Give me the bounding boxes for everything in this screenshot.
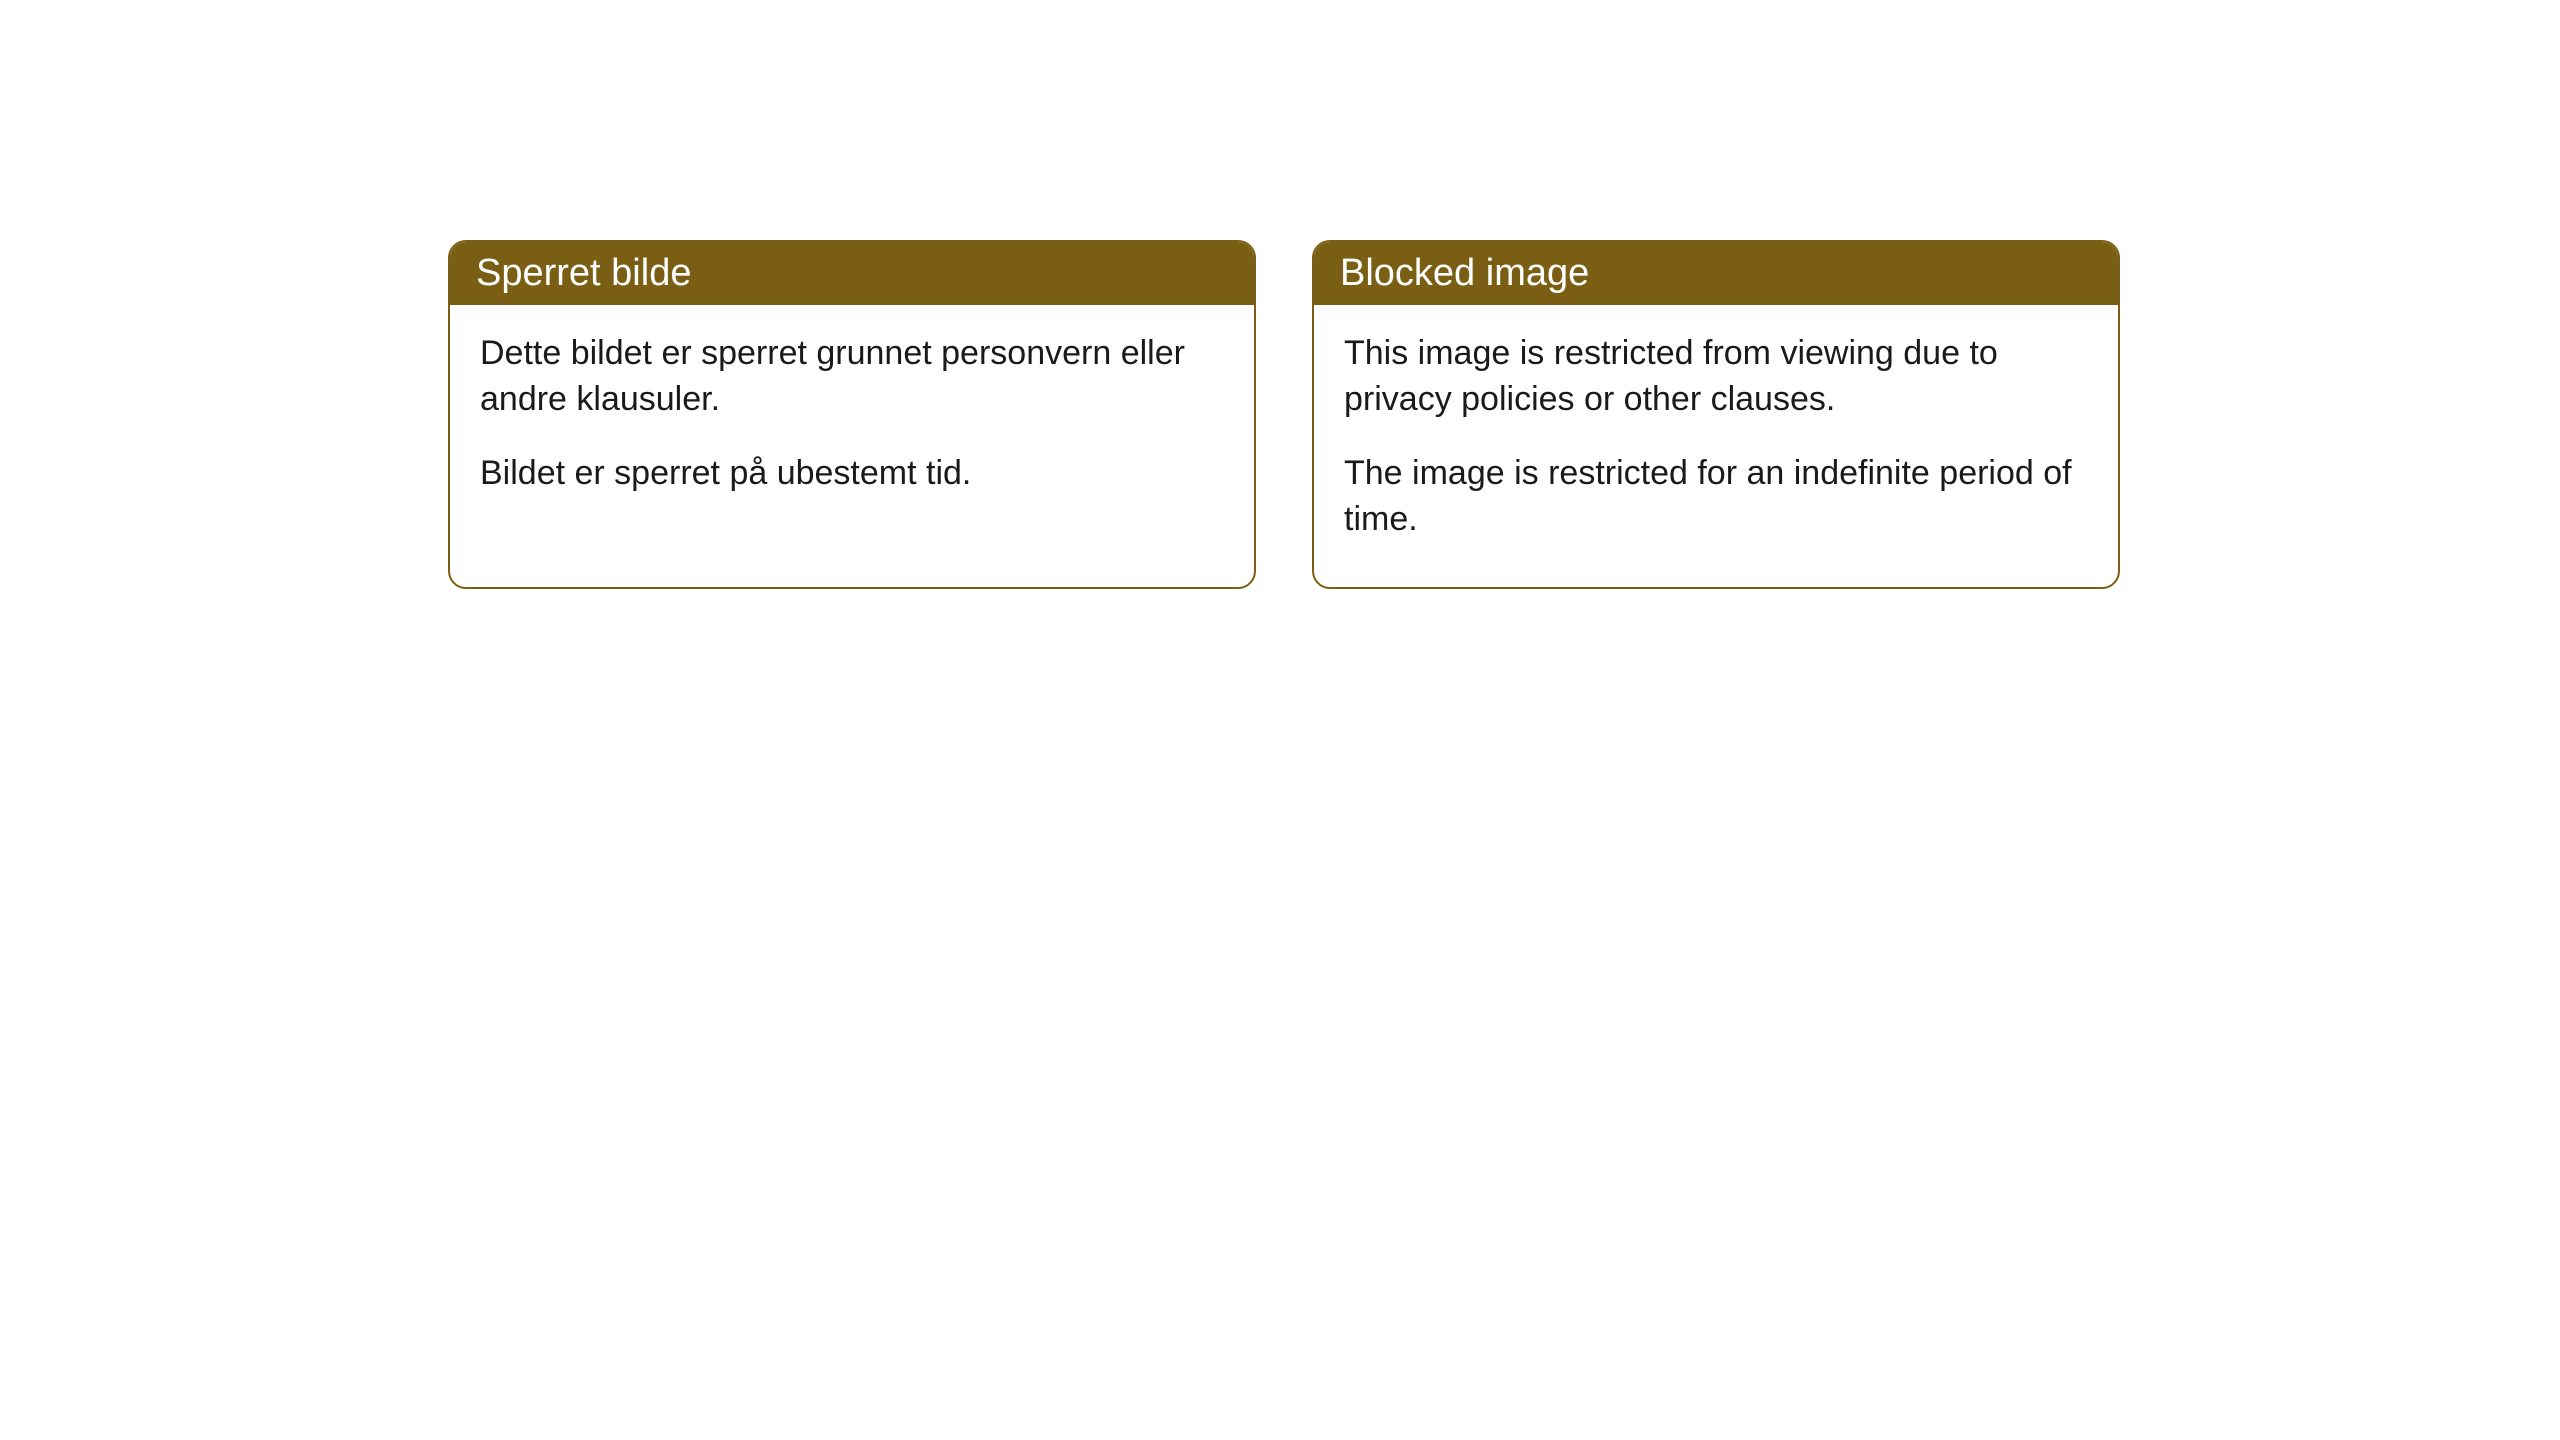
card-paragraph-1-no: Dette bildet er sperret grunnet personve… [480,331,1224,423]
card-body-no: Dette bildet er sperret grunnet personve… [450,305,1254,541]
cards-container: Sperret bilde Dette bildet er sperret gr… [448,240,2120,589]
blocked-image-card-no: Sperret bilde Dette bildet er sperret gr… [448,240,1256,589]
card-paragraph-1-en: This image is restricted from viewing du… [1344,331,2088,423]
card-body-en: This image is restricted from viewing du… [1314,305,2118,587]
card-header-en: Blocked image [1314,242,2118,305]
card-paragraph-2-no: Bildet er sperret på ubestemt tid. [480,451,1224,497]
card-header-no: Sperret bilde [450,242,1254,305]
card-paragraph-2-en: The image is restricted for an indefinit… [1344,451,2088,543]
blocked-image-card-en: Blocked image This image is restricted f… [1312,240,2120,589]
